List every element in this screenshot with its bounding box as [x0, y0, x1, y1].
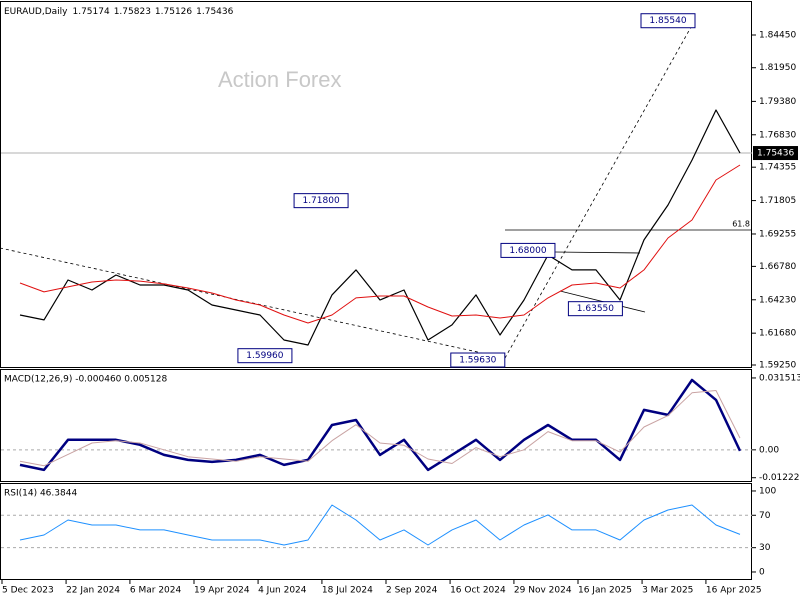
y-tick-label: 1.64230 — [759, 295, 796, 305]
panel-title: RSI(14) 46.3844 — [4, 489, 77, 499]
y-tick-label: 70 — [759, 511, 771, 521]
x-tick-label: 22 Jan 2024 — [66, 586, 120, 596]
price-label-box — [640, 13, 696, 29]
y-tick-label: 1.61680 — [759, 329, 796, 339]
y-tick-label: 1.71805 — [759, 196, 796, 206]
last-price-label: 1.75436 — [757, 149, 794, 159]
x-tick-label: 2 Sep 2024 — [386, 586, 438, 596]
price-label: 1.63550 — [577, 304, 614, 314]
y-tick-label: 100 — [759, 486, 776, 496]
price-label-box — [237, 348, 293, 364]
y-tick-label: 1.76830 — [759, 130, 796, 140]
y-tick-label: 1.84450 — [759, 30, 796, 40]
last-price-box — [753, 146, 798, 161]
watermark: Action Forex — [218, 67, 342, 92]
symbol: EURAUD,Daily — [4, 7, 68, 17]
price-label-box — [293, 193, 349, 209]
rsi-frame — [0, 483, 752, 580]
y-tick-label: 0.00 — [759, 445, 779, 455]
price-label: 1.59960 — [246, 351, 283, 361]
low: 1.75126 — [155, 7, 192, 17]
series-line — [19, 504, 741, 546]
y-tick-label: 1.59250 — [759, 360, 796, 370]
trend-line — [504, 19, 696, 359]
price-label-box — [500, 242, 556, 258]
series-line — [19, 390, 741, 467]
high: 1.75823 — [114, 7, 151, 17]
x-tick-label: 6 Mar 2024 — [130, 586, 182, 596]
series-line — [19, 378, 742, 472]
x-tick-label: 16 Oct 2024 — [450, 586, 506, 596]
x-tick-label: 4 Jun 2024 — [258, 586, 307, 596]
header: EURAUD,Daily 1.75174 1.75823 1.75126 1.75436 — [4, 7, 234, 17]
price-label: 1.85540 — [649, 16, 686, 26]
y-tick-label: 30 — [759, 543, 771, 553]
level-line — [554, 251, 641, 254]
y-tick-label: 1.69255 — [759, 229, 796, 239]
panel-title: MACD(12,26,9) -0.000460 0.005128 — [4, 375, 167, 385]
macd-frame — [0, 369, 752, 482]
y-tick-label: 1.79380 — [759, 97, 796, 107]
y-tick-label: 1.74355 — [759, 163, 796, 173]
fib-label: 61.8 — [732, 219, 750, 228]
price-label: 1.59630 — [459, 356, 496, 366]
price-label: 1.71800 — [302, 196, 339, 206]
y-tick-label: 0.031513 — [759, 373, 800, 383]
x-tick-label: 3 Mar 2025 — [642, 586, 693, 596]
x-tick-label: 5 Dec 2023 — [2, 586, 54, 596]
x-tick-label: 16 Jan 2025 — [578, 586, 632, 596]
y-tick-label: 0 — [759, 567, 765, 577]
y-tick-label: 1.66780 — [759, 262, 796, 272]
x-tick-label: 29 Nov 2024 — [514, 586, 572, 596]
price-frame — [0, 1, 752, 368]
price-label: 1.68000 — [509, 246, 546, 256]
x-tick-label: 18 Jul 2024 — [322, 586, 373, 596]
x-tick-label: 16 Apr 2025 — [706, 586, 762, 596]
close: 1.75436 — [196, 7, 233, 17]
y-tick-label: 1.81950 — [759, 63, 796, 73]
x-tick-label: 19 Apr 2024 — [194, 586, 250, 596]
price-label-box — [450, 352, 506, 368]
y-tick-label: -0.012223 — [759, 473, 800, 483]
series-line — [19, 109, 741, 346]
price-label-box — [567, 301, 623, 317]
series-line — [19, 164, 741, 324]
open: 1.75174 — [72, 7, 109, 17]
